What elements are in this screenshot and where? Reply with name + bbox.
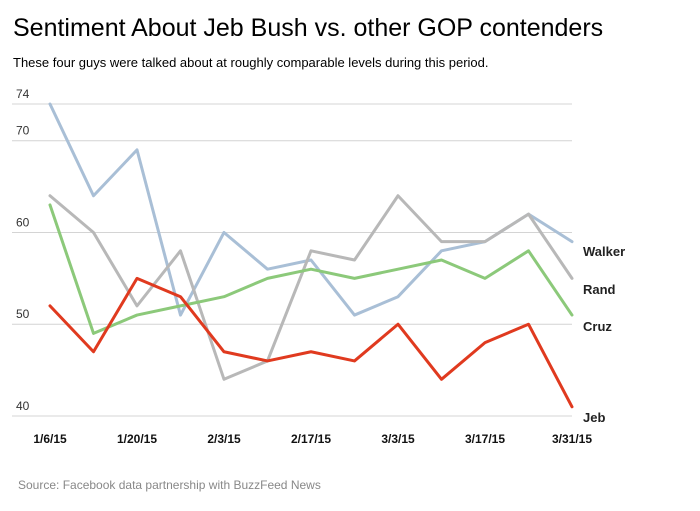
series-lines	[48, 102, 574, 409]
y-tick-label: 60	[16, 215, 30, 229]
x-tick-label: 3/17/15	[465, 432, 505, 446]
x-tick-label: 2/17/15	[291, 432, 331, 446]
series-line-rand	[48, 194, 574, 381]
series-labels: Walker Rand Cruz Jeb	[583, 244, 625, 425]
series-line-cruz	[48, 203, 574, 335]
x-tick-label: 1/6/15	[33, 432, 67, 446]
series-label-cruz: Cruz	[583, 319, 612, 334]
x-tick-label: 2/3/15	[207, 432, 241, 446]
series-label-rand: Rand	[583, 282, 616, 297]
series-line-walker	[48, 102, 574, 317]
chart-title: Sentiment About Jeb Bush vs. other GOP c…	[13, 14, 604, 42]
x-tick-label: 3/3/15	[381, 432, 415, 446]
series-line-jeb	[48, 276, 574, 409]
x-axis-ticks: 1/6/15 1/20/15 2/3/15 2/17/15 3/3/15 3/17/15 3…	[33, 432, 592, 446]
y-tick-label: 50	[16, 307, 30, 321]
y-axis-ticks: 40 50 60 70 74	[16, 87, 30, 413]
y-tick-label: 70	[16, 124, 30, 138]
gridlines	[12, 103, 572, 417]
chart-subtitle: These four guys were talked about at rou…	[13, 55, 489, 70]
y-tick-label: 74	[16, 87, 30, 101]
series-label-jeb: Jeb	[583, 410, 605, 425]
x-tick-label: 3/31/15	[552, 432, 592, 446]
series-label-walker: Walker	[583, 244, 625, 259]
y-tick-label: 40	[16, 399, 30, 413]
source-note: Source: Facebook data partnership with B…	[18, 478, 321, 492]
x-tick-label: 1/20/15	[117, 432, 157, 446]
